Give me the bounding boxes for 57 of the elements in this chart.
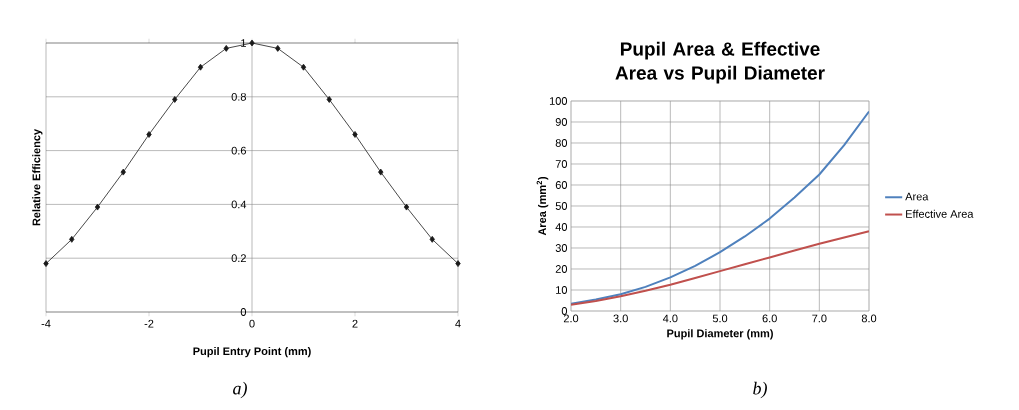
point: [455, 260, 461, 267]
x-tick-label: -2: [144, 319, 154, 328]
y-tick-label: 0.4: [231, 200, 247, 209]
point: [300, 63, 307, 71]
x-tick-label: -4: [41, 319, 51, 328]
y-tick-label: 0.6: [231, 146, 246, 155]
y-tick-label: 0.2: [231, 254, 246, 263]
x-tick-label: 6.0: [762, 314, 777, 323]
y-tick-label: 50: [555, 202, 568, 210]
y-tick-label: 90: [555, 118, 568, 126]
point: [172, 96, 178, 103]
x-tick-label: 3.0: [613, 314, 628, 323]
x-axis-title: Pupil Diameter (mm): [667, 329, 773, 340]
y-tick-label: 1: [241, 39, 246, 47]
legend-label: Effective Area: [906, 209, 974, 218]
chart-title: Pupil Area & Effective Area vs Pupil Diameter: [615, 41, 825, 84]
line-series: [571, 230, 869, 306]
y-tick-label: 10: [556, 286, 568, 294]
point: [69, 235, 75, 243]
x-tick-label: 5.0: [712, 314, 728, 323]
text: a): [233, 381, 247, 399]
point: [326, 96, 332, 103]
point: [120, 168, 126, 176]
point: [403, 203, 410, 211]
legend-label: Area: [905, 192, 929, 201]
y-tick-label: 30: [555, 244, 568, 252]
y-axis-title: Area (mm$^{2}$): [536, 176, 549, 236]
y-tick-label: 0.8: [231, 92, 246, 101]
x-tick-label: 4.0: [662, 314, 678, 323]
point: [94, 203, 101, 211]
y-tick-label: 70: [555, 160, 568, 168]
x-tick-label: 8.0: [861, 314, 877, 323]
point: [197, 63, 204, 71]
y-tick-label: 60: [555, 181, 568, 189]
x-tick-label: 7.0: [812, 314, 827, 323]
point: [223, 44, 229, 52]
point: [43, 260, 49, 267]
y-tick-label: 80: [555, 139, 568, 147]
x-tick-label: 4: [455, 319, 461, 328]
x-tick-label: 0: [249, 319, 255, 328]
point: [146, 131, 152, 138]
line-series: [571, 110, 869, 305]
text: b): [753, 381, 767, 399]
x-axis-title: Pupil Entry Point (mm): [193, 346, 311, 358]
y-tick-label: 0: [240, 308, 247, 316]
y-tick-label: 100: [549, 97, 568, 105]
y-tick-label: 20: [555, 265, 568, 273]
x-tick-label: 2.0: [563, 314, 579, 323]
y-tick-label: 0: [561, 307, 568, 315]
point: [378, 168, 384, 176]
y-tick-label: 40: [555, 223, 568, 231]
point: [429, 235, 435, 243]
point: [352, 131, 358, 138]
y-axis-title: Relative Efficiency: [32, 128, 43, 226]
x-tick-label: 2: [352, 319, 358, 328]
point: [275, 44, 281, 52]
point: [249, 39, 255, 47]
